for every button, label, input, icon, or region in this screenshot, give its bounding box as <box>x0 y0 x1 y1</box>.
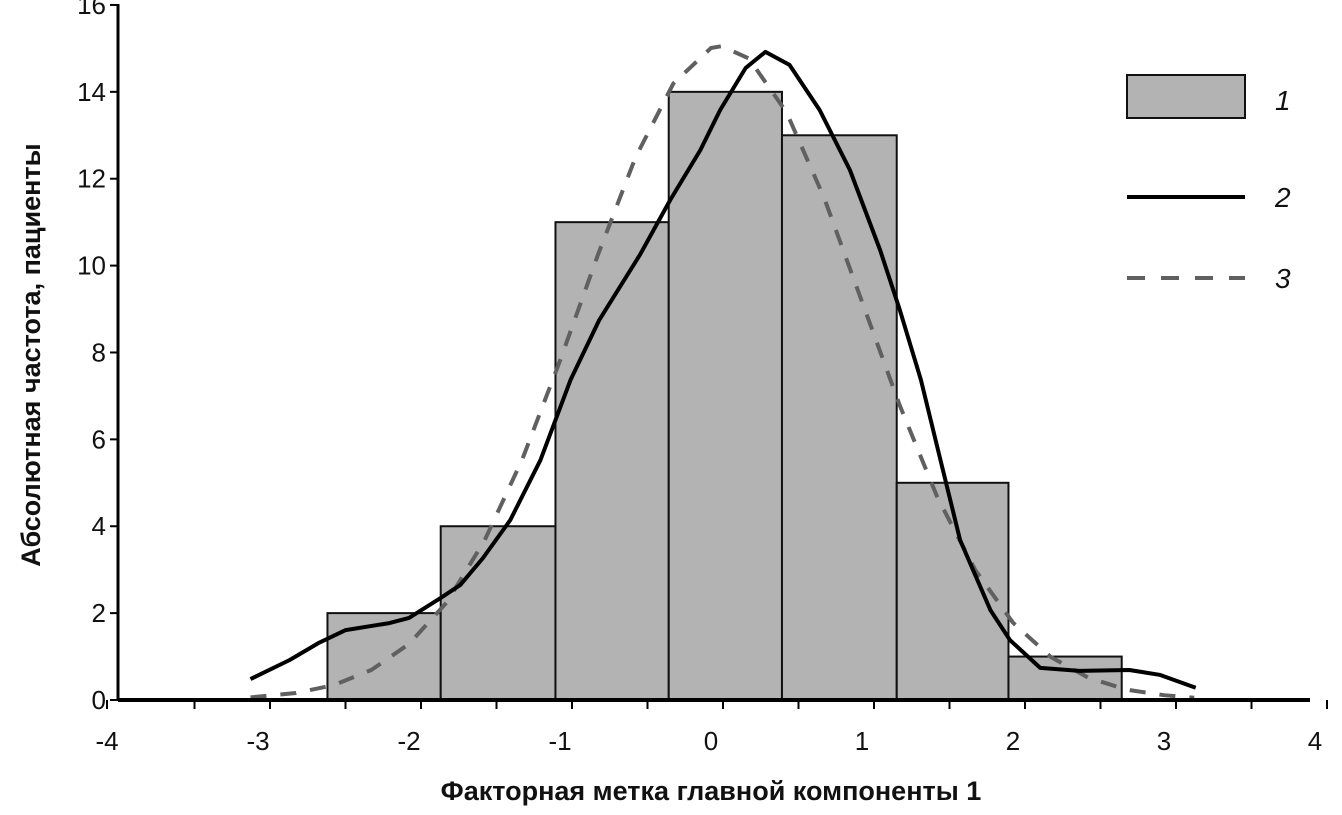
y-tick-label: 2 <box>92 598 106 628</box>
histogram-bar <box>780 134 898 701</box>
curve-lines <box>249 44 1197 700</box>
y-axis-title: Абсолютная частота, пациенты <box>16 143 46 566</box>
x-tick-label: 0 <box>704 726 718 756</box>
normal-curve-line <box>250 44 1195 700</box>
x-tick-label: -3 <box>246 726 269 756</box>
histogram-bar <box>667 90 783 701</box>
x-tick-label: 4 <box>1308 726 1322 756</box>
x-tick-label: 3 <box>1157 726 1171 756</box>
histogram-bar <box>1007 655 1123 701</box>
x-tick-label: -1 <box>548 726 571 756</box>
y-tick-label: 8 <box>92 337 106 367</box>
legend: 1 2 3 <box>1126 74 1291 294</box>
legend-label-2: 2 <box>1274 182 1291 213</box>
histogram-bar <box>554 221 670 701</box>
histogram-bar <box>439 525 557 701</box>
axes <box>106 3 1328 709</box>
y-tick-label: 10 <box>77 251 106 281</box>
legend-swatch-histogram <box>1126 74 1246 119</box>
y-tick-label: 12 <box>77 164 106 194</box>
x-axis-title: Факторная метка главной компоненты 1 <box>441 776 982 806</box>
y-tick-label: 6 <box>92 424 106 454</box>
kde-curve-line <box>249 49 1197 690</box>
legend-label-1: 1 <box>1275 85 1291 116</box>
y-tick-label: 14 <box>77 77 106 107</box>
x-tick-label: 1 <box>855 726 869 756</box>
legend-label-3: 3 <box>1275 263 1291 294</box>
y-tick-label: 0 <box>92 685 106 715</box>
y-tick-label: 16 <box>77 0 106 20</box>
x-tick-label: -4 <box>95 726 118 756</box>
histogram-bars <box>326 90 1123 701</box>
x-tick-label: 2 <box>1006 726 1020 756</box>
y-tick-label: 4 <box>92 511 106 541</box>
x-tick-label: -2 <box>397 726 420 756</box>
